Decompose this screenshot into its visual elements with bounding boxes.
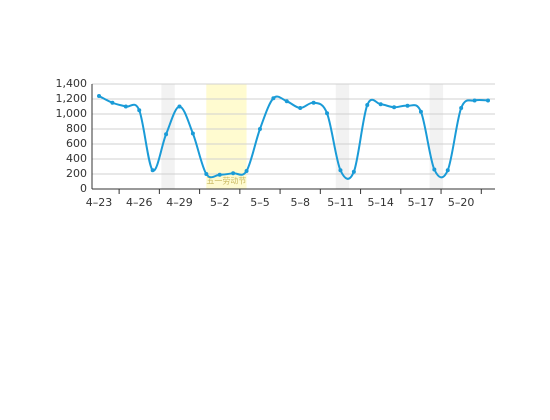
point [271, 96, 276, 101]
point [284, 99, 289, 104]
y-tick-label: 200 [66, 167, 87, 180]
point [150, 168, 155, 173]
point [110, 100, 115, 105]
x-tick-label: 4–29 [166, 196, 193, 209]
x-tick-label: 5–14 [367, 196, 394, 209]
x-tick-label: 4–23 [86, 196, 113, 209]
y-tick-label: 800 [66, 122, 87, 135]
point [123, 104, 128, 109]
point [298, 106, 303, 110]
point [217, 172, 222, 177]
point [432, 167, 437, 172]
point [164, 132, 169, 137]
x-tick-label: 5–8 [290, 196, 310, 209]
y-tick-label: 400 [66, 152, 87, 165]
x-tick-label: 5–11 [327, 196, 354, 209]
point [311, 100, 316, 105]
y-tick-label: 0 [80, 182, 87, 195]
point [472, 98, 477, 103]
x-tick-label: 5–5 [250, 196, 270, 209]
y-tick-label: 1,400 [56, 77, 88, 90]
point [231, 171, 236, 176]
point [177, 104, 182, 109]
point [378, 102, 383, 107]
point [257, 127, 262, 131]
y-tick-label: 1,000 [56, 107, 88, 120]
x-tick-label: 5–2 [210, 196, 230, 209]
x-tick-label: 5–20 [448, 196, 475, 209]
point [459, 106, 464, 110]
holiday-band [206, 84, 247, 189]
point [204, 172, 209, 176]
y-tick-label: 1,200 [56, 92, 88, 105]
point [244, 169, 249, 173]
holiday-label: 五一劳动节 [206, 176, 246, 186]
point [405, 103, 410, 108]
point [190, 131, 195, 136]
point [338, 168, 343, 173]
point [365, 103, 370, 107]
point [392, 105, 397, 110]
x-tick-label: 5–17 [408, 196, 435, 209]
point [137, 108, 142, 113]
weekend-band [161, 84, 175, 189]
point [97, 94, 101, 98]
point [486, 98, 490, 103]
x-tick-label: 4–26 [126, 196, 153, 209]
point [445, 168, 450, 173]
point [418, 109, 423, 114]
point [325, 111, 330, 116]
point [351, 169, 356, 174]
y-tick-label: 600 [66, 137, 87, 150]
